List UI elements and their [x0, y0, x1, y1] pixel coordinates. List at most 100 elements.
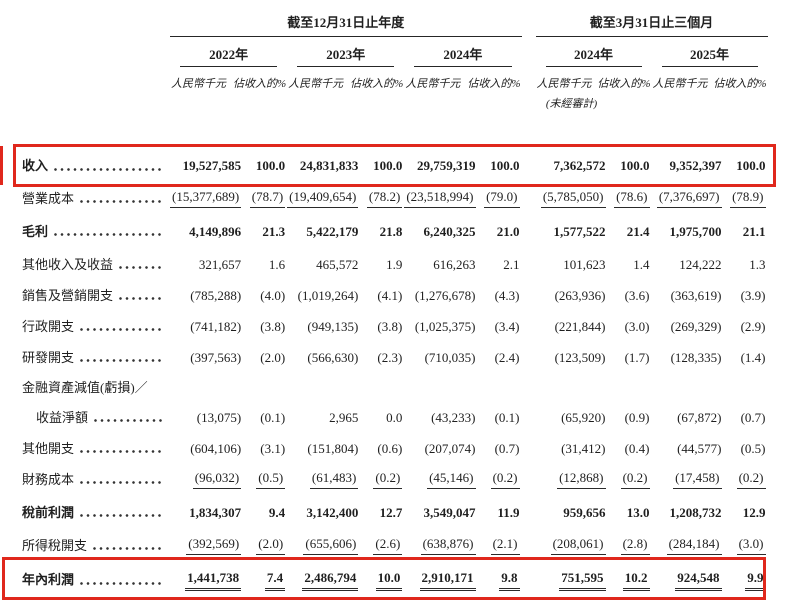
leader-dots	[80, 200, 162, 204]
period-group-row: 截至12月31日止年度 截至3月31日止三個月	[20, 12, 768, 37]
row-label-text: 其他收入及收益	[22, 256, 114, 272]
group-gap-cell	[522, 433, 536, 464]
value-cell: 3,142,400	[306, 504, 359, 520]
percent-cell: 9.8	[478, 561, 522, 599]
percent-cell: (0.2)	[608, 464, 652, 495]
group-gap-cell	[522, 342, 536, 373]
percent-cell: (78.7)	[243, 183, 287, 214]
percent-cell: (2.4)	[494, 349, 520, 365]
row-label: 財務成本	[20, 464, 170, 495]
table-row: 其他開支 (604,106) (3.1) (151,804) (0.6) (207,074…	[20, 433, 768, 464]
value-cell: 1,577,522	[553, 223, 606, 239]
pct-label-2024q1: 佔收入的%	[597, 78, 651, 90]
value-cell: 1,975,700	[669, 223, 722, 239]
percent-cell: (0.2)	[724, 464, 768, 495]
percent-cell: (3.0)	[724, 530, 768, 561]
percent-cell: 21.1	[742, 223, 766, 239]
value-cell: 1,441,738	[170, 561, 243, 599]
percent-cell: 21.3	[262, 223, 286, 239]
quarter-2025-header: 2025年	[652, 37, 768, 67]
value-cell: 616,263	[433, 256, 476, 272]
value-cell: 3,549,047	[423, 504, 476, 520]
leader-dots	[80, 450, 162, 454]
value-cell: (785,288)	[190, 287, 242, 303]
unit-label-2022: 人民幣千元	[171, 78, 226, 90]
value-cell: (949,135)	[307, 318, 359, 334]
value-cell: 2,486,794	[287, 561, 360, 599]
value-cell: 1,208,732	[669, 504, 722, 520]
unaudited-note: (未經審計)	[545, 97, 598, 110]
header-body-gap	[20, 111, 768, 149]
percent-cell: (0.2)	[478, 464, 522, 495]
percent-cell: (2.3)	[377, 349, 403, 365]
value-cell: 9,352,397	[669, 158, 722, 173]
value-cell: (284,184)	[652, 530, 724, 561]
group-gap-cell	[522, 249, 536, 280]
value-cell: 19,527,585	[182, 158, 242, 173]
percent-cell: (3.0)	[624, 318, 650, 334]
row-label: 營業成本	[20, 183, 170, 214]
percent-cell: (3.6)	[624, 287, 650, 303]
unit-label-2024: 人民幣千元	[405, 78, 461, 90]
value-cell: (31,412)	[561, 440, 606, 456]
period-group-annual: 截至12月31日止年度	[170, 12, 522, 37]
value-cell: (45,146)	[404, 464, 477, 495]
value-cell: 465,572	[316, 256, 359, 272]
value-cell: (604,106)	[190, 440, 242, 456]
unit-label-2024q1: 人民幣千元	[536, 78, 592, 90]
value-cell	[652, 373, 724, 402]
percent-cell: (3.1)	[260, 440, 286, 456]
quarter-2024-header: 2024年	[536, 37, 652, 67]
percent-cell: (0.5)	[740, 440, 766, 456]
row-label: 年內利潤	[20, 561, 170, 599]
percent-cell: (0.5)	[243, 464, 287, 495]
percent-cell: 1.9	[386, 256, 403, 272]
group-gap-cell	[522, 311, 536, 342]
percent-cell: 21.8	[379, 223, 403, 239]
value-cell: (19,409,654)	[287, 183, 360, 214]
value-cell: 4,149,896	[189, 223, 242, 239]
value-cell	[287, 373, 360, 402]
period-group-quarter: 截至3月31日止三個月	[535, 12, 768, 37]
value-cell: 124,222	[679, 256, 722, 272]
value-cell: 321,657	[198, 256, 242, 272]
percent-cell: 12.9	[742, 504, 766, 520]
percent-cell	[724, 373, 768, 402]
row-label-text: 收益淨額	[36, 409, 89, 425]
percent-cell: (2.0)	[260, 349, 286, 365]
value-cell: (15,377,689)	[170, 183, 243, 214]
left-edge-red-mark	[0, 146, 3, 185]
value-cell: (207,074)	[424, 440, 476, 456]
row-label: 銷售及營銷開支	[20, 280, 170, 311]
group-gap-cell	[522, 561, 536, 599]
percent-cell: (4.1)	[377, 287, 403, 303]
table-body: 收入 19,527,585 100.0 24,831,833 100.0 29,759,3…	[20, 149, 768, 599]
percent-cell: 11.9	[497, 504, 520, 520]
value-cell: (269,329)	[670, 318, 722, 334]
pct-label-2023: 佔收入的%	[350, 78, 404, 90]
percent-cell: (0.6)	[377, 440, 403, 456]
table-row: 稅前利潤 1,834,307 9.4 3,142,400 12.7 3,549,047 11…	[20, 495, 768, 530]
pct-label-2024: 佔收入的%	[467, 78, 521, 90]
value-cell: 101,623	[563, 256, 606, 272]
value-cell: 7,362,572	[553, 158, 606, 173]
value-cell: (363,619)	[670, 287, 722, 303]
value-cell: 6,240,325	[423, 223, 476, 239]
value-cell: (43,233)	[431, 409, 476, 425]
unit-label-2023: 人民幣千元	[288, 78, 344, 90]
leader-dots	[80, 514, 162, 518]
leader-dots	[80, 581, 162, 585]
percent-cell: 13.0	[626, 504, 650, 520]
row-label-text: 研發開支	[22, 349, 75, 365]
value-cell: (17,458)	[652, 464, 724, 495]
row-label: 收益淨額	[20, 402, 170, 433]
row-label-text: 財務成本	[22, 471, 75, 487]
row-label-text: 金融資產減值(虧損)／	[22, 379, 148, 395]
row-label-text: 其他開支	[22, 440, 75, 456]
value-cell: (12,868)	[536, 464, 608, 495]
value-cell: (1,025,375)	[414, 318, 476, 334]
value-cell: (128,335)	[670, 349, 722, 365]
value-cell: (151,804)	[307, 440, 359, 456]
value-cell: (44,577)	[677, 440, 722, 456]
